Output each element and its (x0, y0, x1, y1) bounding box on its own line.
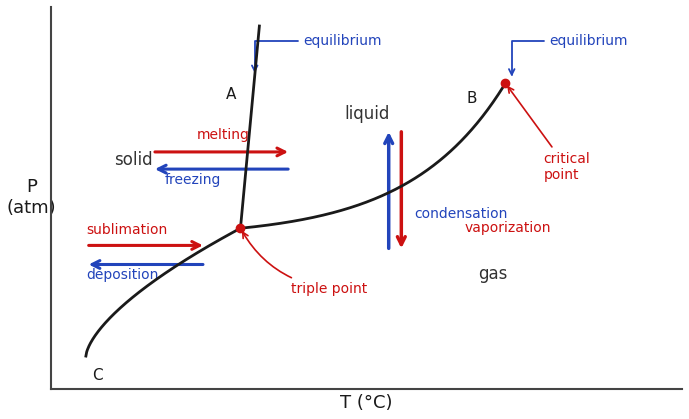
Text: melting: melting (196, 128, 249, 142)
Text: condensation: condensation (414, 207, 507, 221)
Text: liquid: liquid (344, 105, 389, 123)
Text: gas: gas (478, 265, 508, 283)
Text: sublimation: sublimation (86, 223, 167, 237)
Text: C: C (92, 367, 103, 383)
Text: freezing: freezing (165, 173, 221, 187)
Text: B: B (466, 91, 477, 106)
Y-axis label: P
(atm): P (atm) (7, 178, 56, 217)
Text: equilibrium: equilibrium (509, 34, 628, 75)
Text: solid: solid (114, 150, 152, 168)
Text: deposition: deposition (86, 268, 158, 282)
Text: triple point: triple point (243, 232, 367, 296)
Text: critical
point: critical point (508, 87, 590, 182)
Text: equilibrium: equilibrium (252, 34, 382, 71)
Text: A: A (226, 88, 236, 103)
Text: vaporization: vaporization (464, 221, 551, 235)
X-axis label: T (°C): T (°C) (340, 394, 393, 412)
